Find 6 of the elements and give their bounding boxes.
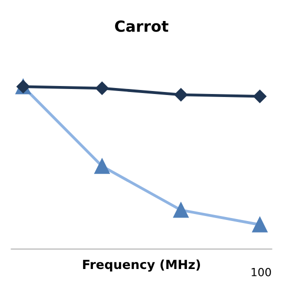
point xyxy=(174,88,188,102)
chart-title: Carrot xyxy=(115,20,168,32)
point xyxy=(95,82,109,95)
x-axis-title: Frequency (MHz) xyxy=(83,259,200,272)
point xyxy=(253,90,266,103)
text: 100 xyxy=(252,268,271,276)
